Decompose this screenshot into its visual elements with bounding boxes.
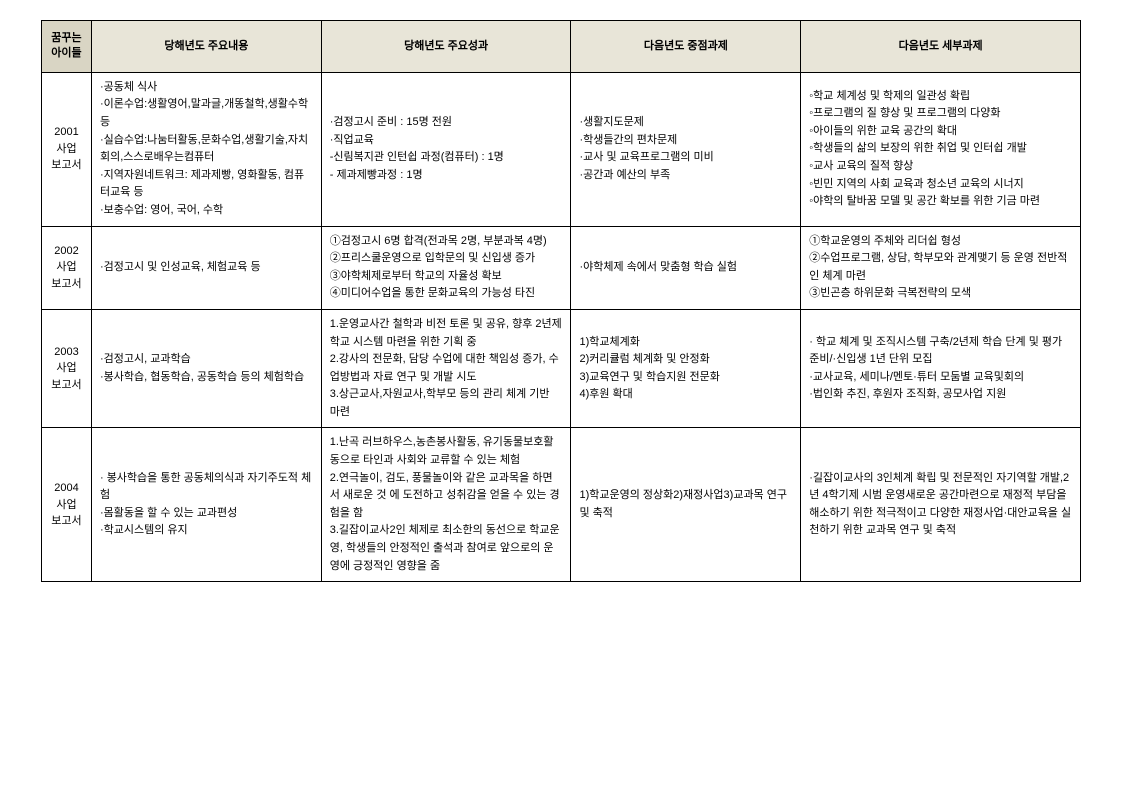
corner-header: 꿈꾸는아이들 (42, 21, 92, 73)
content-cell: ·검정고시 및 인성교육, 체험교육 등 (91, 226, 321, 309)
content-cell: · 봉사학습을 통한 공동체의식과 자기주도적 체험·몸활동을 할 수 있는 교… (91, 428, 321, 582)
table-row: 2002사업보고서 ·검정고시 및 인성교육, 체험교육 등 ①검정고시 6명 … (42, 226, 1081, 309)
table-row: 2004사업보고서 · 봉사학습을 통한 공동체의식과 자기주도적 체험·몸활동… (42, 428, 1081, 582)
content-cell: ①학교운영의 주체와 리더쉽 형성②수업프로그램, 상담, 학부모와 관계맺기 … (801, 226, 1081, 309)
report-table: 꿈꾸는아이들 당해년도 주요내용 당해년도 주요성과 다음년도 중점과제 다음년… (41, 20, 1081, 582)
content-cell: ·생활지도문제·학생들간의 편차문제·교사 및 교육프로그램의 미비·공간과 예… (571, 72, 801, 226)
year-cell: 2001사업보고서 (42, 72, 92, 226)
content-cell: ·검정고시 준비 : 15명 전원·직업교육 -신림복지관 인턴쉽 과정(컴퓨터… (321, 72, 571, 226)
content-cell: ①검정고시 6명 합격(전과목 2명, 부분과복 4명)②프리스쿨운영으로 입학… (321, 226, 571, 309)
content-cell: 1.난곡 러브하우스,농촌봉사활동, 유기동물보호활동으로 타인과 사회와 교류… (321, 428, 571, 582)
content-cell: · 학교 체계 및 조직시스템 구축/2년제 학습 단계 및 평가 준비/·신입… (801, 309, 1081, 428)
column-header-1: 당해년도 주요성과 (321, 21, 571, 73)
header-row: 꿈꾸는아이들 당해년도 주요내용 당해년도 주요성과 다음년도 중점과제 다음년… (42, 21, 1081, 73)
year-cell: 2004사업보고서 (42, 428, 92, 582)
content-cell: 1)학교운영의 정상화2)재정사업3)교과목 연구 및 축적 (571, 428, 801, 582)
table-body: 2001사업보고서 ·공동체 식사·이론수업:생활영어,말과글,개똥철학,생활수… (42, 72, 1081, 581)
content-cell: ·길잡이교사의 3인체계 확립 및 전문적인 자기역할 개발,2년 4학기제 시… (801, 428, 1081, 582)
column-header-3: 다음년도 세부과제 (801, 21, 1081, 73)
table-row: 2003사업보고서 ·검정고시, 교과학습·봉사학습, 협동학습, 공동학습 등… (42, 309, 1081, 428)
content-cell: ·검정고시, 교과학습·봉사학습, 협동학습, 공동학습 등의 체험학습 (91, 309, 321, 428)
year-cell: 2002사업보고서 (42, 226, 92, 309)
table-row: 2001사업보고서 ·공동체 식사·이론수업:생활영어,말과글,개똥철학,생활수… (42, 72, 1081, 226)
column-header-2: 다음년도 중점과제 (571, 21, 801, 73)
content-cell: ·공동체 식사·이론수업:생활영어,말과글,개똥철학,생활수학 등·실습수업:나… (91, 72, 321, 226)
content-cell: ◦학교 체계성 및 학제의 일관성 확립◦프로그램의 질 향상 및 프로그램의 … (801, 72, 1081, 226)
content-cell: 1)학교체계화2)커리큘럼 체계화 및 안정화3)교육연구 및 학습지원 전문화… (571, 309, 801, 428)
content-cell: ·야학체제 속에서 맞춤형 학습 실험 (571, 226, 801, 309)
column-header-0: 당해년도 주요내용 (91, 21, 321, 73)
year-cell: 2003사업보고서 (42, 309, 92, 428)
content-cell: 1.운영교사간 철학과 비전 토론 및 공유, 향후 2년제 학교 시스템 마련… (321, 309, 571, 428)
